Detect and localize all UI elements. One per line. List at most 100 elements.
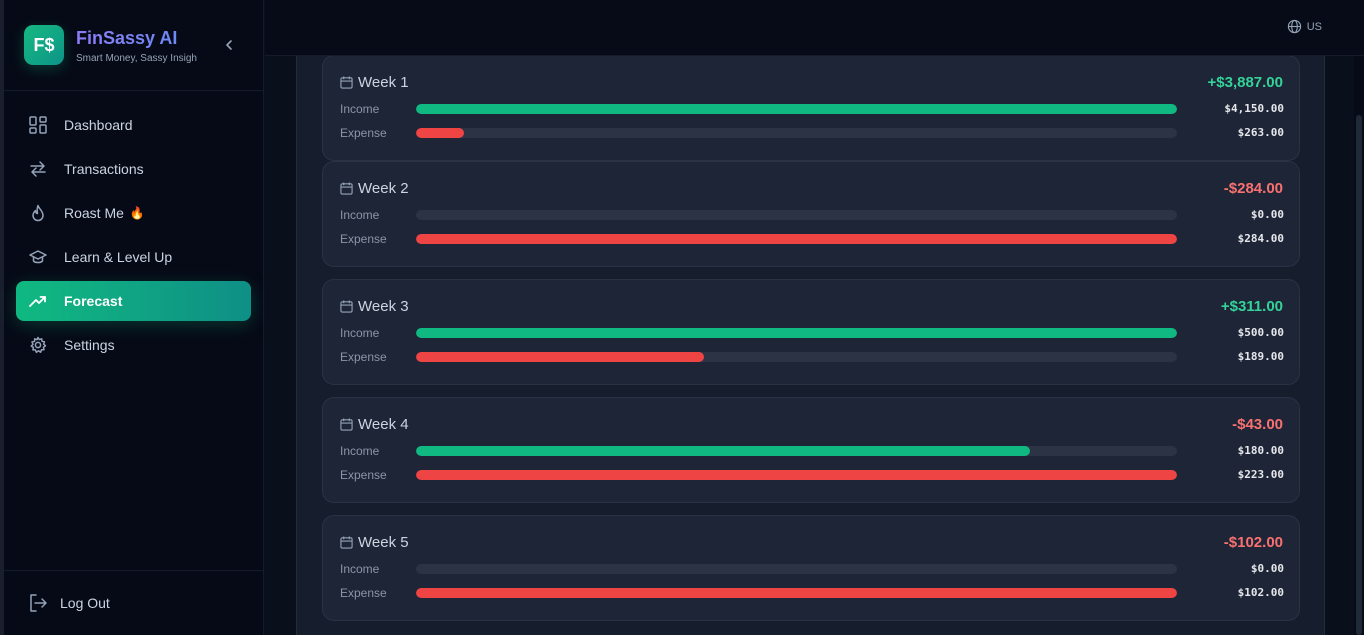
sidebar-item-label: Dashboard bbox=[64, 117, 133, 133]
week-net-amount: -$102.00 bbox=[1223, 534, 1283, 551]
trending-up-icon bbox=[28, 291, 48, 311]
income-amount: $0.00 bbox=[1250, 208, 1284, 221]
expense-bar-track bbox=[416, 588, 1177, 598]
expense-row: Expense $263.00 bbox=[340, 125, 1284, 141]
language-label: US bbox=[1306, 20, 1322, 33]
income-amount: $180.00 bbox=[1237, 444, 1284, 457]
window-frame bbox=[0, 0, 4, 635]
week-title: Week 1 bbox=[340, 74, 409, 91]
income-bar-track bbox=[416, 564, 1177, 574]
expense-row: Expense $223.00 bbox=[340, 467, 1284, 483]
expense-row: Expense $284.00 bbox=[340, 231, 1284, 247]
income-bar-fill bbox=[416, 104, 1177, 114]
week-card: Week 1 +$3,887.00 Income $4,150.00 Expen… bbox=[322, 56, 1300, 161]
income-amount: $4,150.00 bbox=[1224, 102, 1284, 115]
expense-bar-track bbox=[416, 234, 1177, 244]
week-title: Week 4 bbox=[340, 416, 409, 433]
income-row: Income $500.00 bbox=[340, 325, 1284, 341]
scrollbar-thumb[interactable] bbox=[1356, 115, 1362, 635]
week-title: Week 2 bbox=[340, 180, 409, 197]
week-card: Week 3 +$311.00 Income $500.00 Expense $… bbox=[322, 279, 1300, 385]
arrows-icon bbox=[28, 159, 48, 179]
gear-icon bbox=[28, 335, 48, 355]
expense-amount: $263.00 bbox=[1237, 126, 1284, 139]
globe-icon bbox=[1287, 19, 1301, 34]
expense-label: Expense bbox=[340, 350, 387, 364]
expense-row: Expense $189.00 bbox=[340, 349, 1284, 365]
sidebar-item-label: Learn & Level Up bbox=[64, 249, 173, 265]
graduation-cap-icon bbox=[28, 247, 48, 267]
week-net-amount: -$43.00 bbox=[1232, 416, 1283, 433]
expense-label: Expense bbox=[340, 468, 387, 482]
app-title: FinSassy AI bbox=[76, 28, 178, 48]
week-net-amount: -$284.00 bbox=[1223, 180, 1283, 197]
income-bar-fill bbox=[416, 328, 1177, 338]
sidebar-item-label: Roast Me bbox=[64, 205, 124, 221]
week-card: Week 4 -$43.00 Income $180.00 Expense $2… bbox=[322, 397, 1300, 503]
expense-label: Expense bbox=[340, 586, 387, 600]
week-card: Week 5 -$102.00 Income $0.00 Expense $10… bbox=[322, 515, 1300, 621]
sidebar-item-roast-me[interactable]: Roast Me 🔥 bbox=[16, 193, 251, 233]
expense-row: Expense $102.00 bbox=[340, 585, 1284, 601]
expense-amount: $223.00 bbox=[1237, 468, 1284, 481]
week-net-amount: +$3,887.00 bbox=[1207, 74, 1284, 91]
income-row: Income $0.00 bbox=[340, 561, 1284, 577]
income-bar-track bbox=[416, 210, 1177, 220]
expense-bar-fill bbox=[416, 470, 1177, 480]
income-label: Income bbox=[340, 208, 380, 222]
calendar-icon bbox=[340, 418, 353, 431]
income-label: Income bbox=[340, 326, 380, 340]
income-label: Income bbox=[340, 102, 380, 116]
week-label: Week 4 bbox=[358, 416, 409, 433]
income-bar-track bbox=[416, 446, 1177, 456]
sidebar-nav: Dashboard Transactions Roast Me 🔥 Learn … bbox=[16, 105, 251, 369]
expense-bar-fill bbox=[416, 352, 704, 362]
expense-bar-track bbox=[416, 128, 1177, 138]
sidebar-item-transactions[interactable]: Transactions bbox=[16, 149, 251, 189]
sidebar-item-learn[interactable]: Learn & Level Up bbox=[16, 237, 251, 277]
sidebar-item-label: Forecast bbox=[64, 293, 123, 309]
calendar-icon bbox=[340, 300, 353, 313]
sidebar-item-label: Settings bbox=[64, 337, 115, 353]
app-logo: F$ bbox=[24, 25, 64, 65]
expense-bar-track bbox=[416, 470, 1177, 480]
top-bar: US bbox=[265, 0, 1364, 56]
sidebar-item-label: Transactions bbox=[64, 161, 144, 177]
expense-label: Expense bbox=[340, 126, 387, 140]
expense-bar-fill bbox=[416, 128, 464, 138]
sidebar-item-forecast[interactable]: Forecast bbox=[16, 281, 251, 321]
sidebar-item-settings[interactable]: Settings bbox=[16, 325, 251, 365]
income-amount: $500.00 bbox=[1237, 326, 1284, 339]
expense-bar-fill bbox=[416, 234, 1177, 244]
logout-button[interactable]: Log Out bbox=[28, 593, 110, 613]
calendar-icon bbox=[340, 76, 353, 89]
forecast-content: Week 1 +$3,887.00 Income $4,150.00 Expen… bbox=[296, 56, 1325, 635]
income-label: Income bbox=[340, 444, 380, 458]
income-row: Income $180.00 bbox=[340, 443, 1284, 459]
expense-bar-track bbox=[416, 352, 1177, 362]
sidebar: F$ FinSassy AI Smart Money, Sassy Insigh… bbox=[4, 0, 264, 635]
fire-emoji: 🔥 bbox=[129, 206, 145, 220]
week-label: Week 1 bbox=[358, 74, 409, 91]
income-row: Income $4,150.00 bbox=[340, 101, 1284, 117]
week-net-amount: +$311.00 bbox=[1220, 298, 1283, 315]
expense-label: Expense bbox=[340, 232, 387, 246]
dashboard-icon bbox=[28, 115, 48, 135]
expense-amount: $284.00 bbox=[1237, 232, 1284, 245]
chevron-left-icon[interactable] bbox=[222, 36, 236, 54]
week-label: Week 3 bbox=[358, 298, 409, 315]
week-card: Week 2 -$284.00 Income $0.00 Expense $28… bbox=[322, 161, 1300, 267]
calendar-icon bbox=[340, 182, 353, 195]
income-amount: $0.00 bbox=[1250, 562, 1284, 575]
week-label: Week 5 bbox=[358, 534, 409, 551]
expense-amount: $189.00 bbox=[1237, 350, 1284, 363]
calendar-icon bbox=[340, 536, 353, 549]
expense-bar-fill bbox=[416, 588, 1177, 598]
week-label: Week 2 bbox=[358, 180, 409, 197]
week-title: Week 5 bbox=[340, 534, 409, 551]
language-selector[interactable]: US bbox=[1287, 19, 1322, 34]
expense-amount: $102.00 bbox=[1237, 586, 1284, 599]
week-title: Week 3 bbox=[340, 298, 409, 315]
sidebar-item-dashboard[interactable]: Dashboard bbox=[16, 105, 251, 145]
flame-icon bbox=[28, 203, 48, 223]
